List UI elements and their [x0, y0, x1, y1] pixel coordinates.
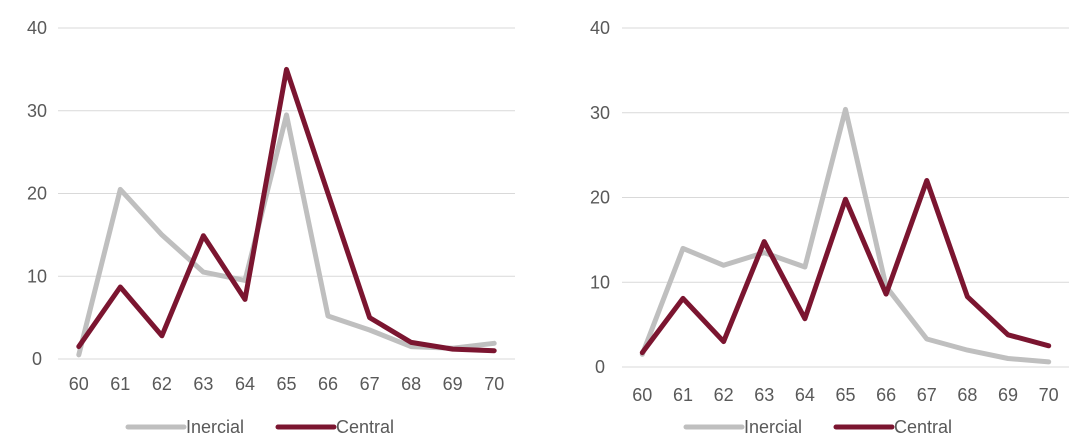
- x-tick-label: 60: [632, 385, 652, 405]
- legend-label-inercial: Inercial: [744, 417, 802, 437]
- y-tick-label: 0: [32, 349, 42, 369]
- series-line-central: [76, 66, 497, 354]
- chart-right-svg: 0 10 20 30 40 60 61 62 63 64 65 66 67 68 69 70 Inercial C…: [590, 18, 1069, 437]
- x-tick-label: 61: [110, 374, 130, 394]
- chart-left: 0 10 20 30 40 60 61 62 63 64 65 66 67 68 69 70 Inercial C…: [0, 0, 537, 441]
- x-tick-label: 68: [957, 385, 977, 405]
- x-tick-label: 67: [917, 385, 937, 405]
- y-tick-label: 10: [590, 272, 610, 292]
- x-tick-label: 64: [235, 374, 255, 394]
- x-tick-label: 65: [835, 385, 855, 405]
- x-tick-label: 66: [876, 385, 896, 405]
- series-line-central: [639, 178, 1052, 356]
- x-tick-label: 66: [318, 374, 338, 394]
- x-tick-label: 68: [401, 374, 421, 394]
- x-tick-label: 63: [193, 374, 213, 394]
- chart-left-svg: 0 10 20 30 40 60 61 62 63 64 65 66 67 68 69 70 Inercial C…: [27, 18, 515, 437]
- x-tick-label: 60: [69, 374, 89, 394]
- y-tick-label: 30: [27, 101, 47, 121]
- x-tick-label: 67: [360, 374, 380, 394]
- x-tick-label: 70: [484, 374, 504, 394]
- y-tick-label: 0: [595, 357, 605, 377]
- y-tick-label: 30: [590, 103, 610, 123]
- chart-right: 0 10 20 30 40 60 61 62 63 64 65 66 67 68 69 70 Inercial C…: [537, 0, 1074, 441]
- x-tick-label: 63: [754, 385, 774, 405]
- y-tick-label: 10: [27, 266, 47, 286]
- legend-label-central: Central: [894, 417, 952, 437]
- x-tick-label: 62: [714, 385, 734, 405]
- y-tick-label: 20: [27, 184, 47, 204]
- x-tick-label: 61: [673, 385, 693, 405]
- legend-label-inercial: Inercial: [186, 417, 244, 437]
- x-tick-label: 70: [1039, 385, 1059, 405]
- series-line-inercial: [639, 106, 1052, 365]
- series-line-inercial: [76, 112, 497, 358]
- x-tick-label: 69: [998, 385, 1018, 405]
- x-tick-label: 65: [276, 374, 296, 394]
- legend-label-central: Central: [336, 417, 394, 437]
- x-tick-label: 64: [795, 385, 815, 405]
- x-tick-label: 69: [443, 374, 463, 394]
- y-tick-label: 20: [590, 188, 610, 208]
- y-tick-label: 40: [27, 18, 47, 38]
- x-tick-label: 62: [152, 374, 172, 394]
- y-tick-label: 40: [590, 18, 610, 38]
